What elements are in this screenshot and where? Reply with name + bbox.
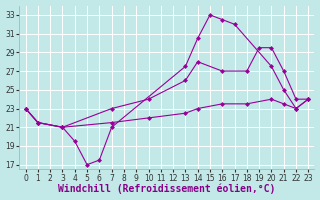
X-axis label: Windchill (Refroidissement éolien,°C): Windchill (Refroidissement éolien,°C) xyxy=(58,184,276,194)
